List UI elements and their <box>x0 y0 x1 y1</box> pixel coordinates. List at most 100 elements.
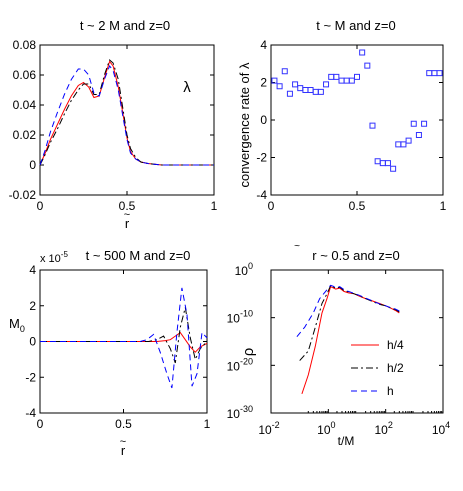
data-point <box>410 120 417 127</box>
panel-convergence-rate: t ~ M and z=0 convergence rate of λ 0 0.5… <box>237 18 447 213</box>
data-point <box>390 165 397 172</box>
y-tick-label: 2 <box>260 76 267 90</box>
data-point <box>374 158 381 165</box>
y-tick-label: 0 <box>260 113 267 127</box>
x-tick-label: 100 <box>317 420 335 437</box>
legend-label: h <box>387 384 394 398</box>
data-point <box>276 83 283 90</box>
plot-frame <box>270 269 444 414</box>
legend-label: h/2 <box>387 361 404 375</box>
data-point <box>297 85 304 92</box>
annotation-lambda: λ <box>183 79 191 96</box>
x-axis-label: ~ r <box>124 209 130 231</box>
x-label: r <box>121 443 126 458</box>
series-line <box>40 287 208 389</box>
data-point <box>271 77 278 84</box>
x-tick-label: 10-2 <box>258 420 279 437</box>
y-tick-label: -4 <box>25 406 36 420</box>
y-tick-label: 0.08 <box>13 38 37 52</box>
y-tick-label: 0 <box>29 335 36 349</box>
y-tick-label: 10-30 <box>227 404 253 421</box>
x-tick-label: 102 <box>374 420 392 437</box>
y-tick-label: 0.04 <box>13 98 37 112</box>
data-point <box>364 62 371 69</box>
data-point <box>369 122 376 129</box>
data-point <box>421 120 428 127</box>
y-label-main: M <box>9 316 20 331</box>
x-label-accent: ~ <box>120 436 126 448</box>
series-line <box>39 59 214 166</box>
y-tick-label: -2 <box>25 370 36 384</box>
x-tick-label: 0.5 <box>119 199 136 213</box>
data-point <box>323 81 330 88</box>
data-point <box>292 81 299 88</box>
data-point <box>436 70 443 77</box>
x-tick-label: 1 <box>211 199 218 213</box>
series-line <box>39 60 214 166</box>
x-tick-label: 0.5 <box>349 199 366 213</box>
series-line <box>301 286 400 395</box>
y-tick-label: -0.02 <box>9 188 37 202</box>
x-tick-label: 0.5 <box>115 417 132 431</box>
data-point <box>348 77 355 84</box>
x-tick-label: 1 <box>204 417 211 431</box>
title-accent: ~ <box>294 241 300 252</box>
y-tick-label: -2 <box>256 151 267 165</box>
data-point <box>384 160 391 167</box>
y-label-sub: 0 <box>20 324 25 334</box>
x-tick-label: 104 <box>432 420 450 437</box>
x-label: r <box>125 216 130 231</box>
data-point <box>359 49 366 56</box>
series-line <box>296 284 400 338</box>
data-point <box>431 70 438 77</box>
data-point <box>395 141 402 148</box>
exponent-label: x 10-5 <box>40 250 68 265</box>
y-label: convergence rate of λ <box>237 62 252 188</box>
x-label-accent: ~ <box>124 209 130 221</box>
exponent-base: x 10 <box>40 253 61 265</box>
y-label: M0 <box>9 316 25 334</box>
series-line <box>39 64 214 166</box>
panel-title: r ~ 0.5 and z=0 <box>312 248 399 263</box>
y-tick-label: -4 <box>256 188 267 202</box>
panel-M0-500M: t ~ 500 M and z=0 x 10-5 M0 ~ r 0 0.5 1-4-… <box>9 248 211 458</box>
y-tick-label: 0 <box>29 158 36 172</box>
series-line <box>40 331 208 353</box>
plot-frame <box>270 44 444 196</box>
panel-title-text: r ~ 0.5 and z=0 <box>312 248 399 263</box>
data-point <box>307 87 314 93</box>
x-tick-label: 1 <box>440 199 447 213</box>
data-point <box>354 73 360 80</box>
x-label: t/M <box>338 434 355 448</box>
data-point <box>317 88 324 95</box>
panel-title: t ~ M and z=0 <box>316 18 396 33</box>
y-label: ρ <box>240 348 257 357</box>
data-point <box>338 77 345 84</box>
data-point <box>302 87 309 93</box>
y-tick-label: 0.06 <box>13 68 37 82</box>
legend-label: h/4 <box>387 338 404 352</box>
data-point <box>405 137 412 144</box>
y-tick-label: 100 <box>235 261 253 278</box>
data-point <box>426 70 433 77</box>
data-point <box>333 73 340 80</box>
exponent-power: -5 <box>61 250 69 259</box>
data-point <box>281 68 288 75</box>
panel-title: t ~ 500 M and z=0 <box>86 248 191 263</box>
x-tick-label: 0 <box>268 199 275 213</box>
data-point <box>312 88 319 95</box>
panel-lambda-2M: t ~ 2 M and z=0 λ ~ r 0 0.5 1-0.0200.020.0… <box>9 18 218 231</box>
data-point <box>286 90 293 97</box>
y-tick-label: 4 <box>29 263 36 277</box>
data-point <box>400 141 407 148</box>
x-tick-label: 0 <box>37 199 44 213</box>
data-point <box>415 132 422 138</box>
x-axis-label: ~ r <box>120 436 126 458</box>
y-tick-label: 2 <box>29 299 36 313</box>
data-point <box>379 160 386 167</box>
series-line <box>40 307 208 364</box>
panel-rho-log: r ~ 0.5 and z=0 ~ ρ t/M 10-2 100 102 104 100… <box>227 241 451 448</box>
x-tick-label: 0 <box>37 417 44 431</box>
y-tick-label: 0.02 <box>13 128 37 142</box>
